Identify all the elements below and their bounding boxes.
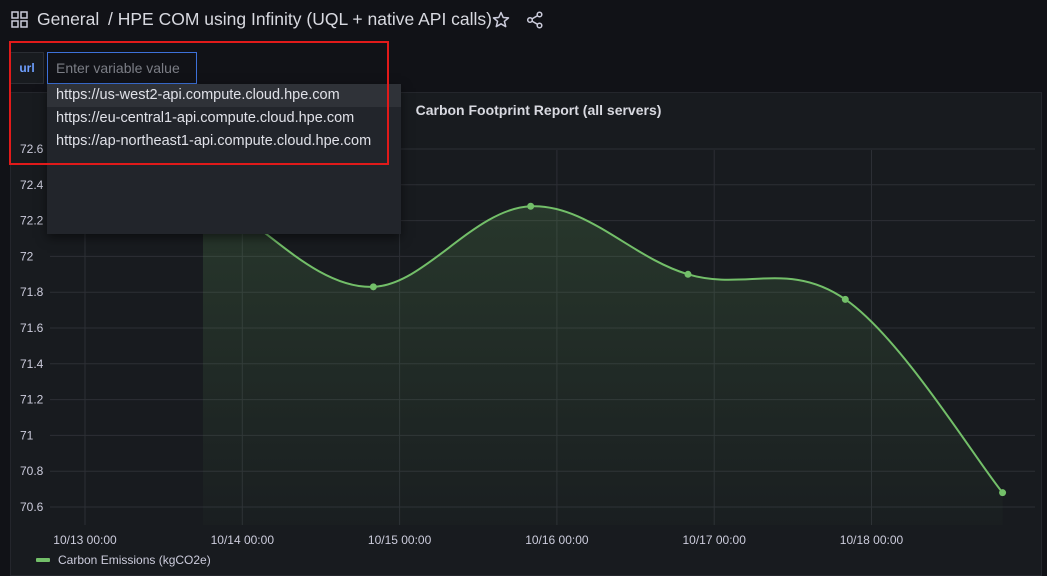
data-point bbox=[369, 283, 377, 291]
data-point bbox=[527, 202, 535, 210]
x-tick-label: 10/16 00:00 bbox=[525, 533, 589, 547]
x-tick-label: 10/15 00:00 bbox=[368, 533, 432, 547]
legend-label: Carbon Emissions (kgCO2e) bbox=[58, 553, 211, 567]
panel-title[interactable]: Carbon Footprint Report (all servers) bbox=[415, 102, 662, 118]
variable-input[interactable] bbox=[47, 52, 197, 84]
y-tick-label: 71 bbox=[20, 428, 34, 442]
y-tick-label: 71.6 bbox=[20, 321, 44, 335]
x-tick-label: 10/14 00:00 bbox=[211, 533, 275, 547]
series-area bbox=[202, 188, 1003, 525]
star-icon[interactable] bbox=[492, 11, 510, 29]
variable-option[interactable]: https://eu-central1-api.compute.cloud.hp… bbox=[56, 110, 355, 126]
data-point bbox=[841, 295, 849, 303]
top-navbar: General / HPE COM using Infinity (UQL + … bbox=[0, 0, 1047, 40]
data-point bbox=[999, 489, 1007, 497]
x-tick-label: 10/17 00:00 bbox=[682, 533, 746, 547]
x-tick-label: 10/18 00:00 bbox=[840, 533, 904, 547]
series-line bbox=[202, 187, 1004, 494]
y-tick-label: 70.6 bbox=[20, 500, 44, 514]
y-tick-label: 70.8 bbox=[20, 464, 44, 478]
variable-option[interactable]: https://ap-northeast1-api.compute.cloud.… bbox=[56, 133, 372, 149]
variable-options-dropdown: https://us-west2-api.compute.cloud.hpe.c… bbox=[47, 84, 401, 234]
x-tick-label: 10/13 00:00 bbox=[53, 533, 117, 547]
y-tick-label: 71.4 bbox=[20, 357, 44, 371]
variable-label: url bbox=[10, 52, 44, 84]
dashboard-title[interactable]: / HPE COM using Infinity (UQL + native A… bbox=[108, 9, 493, 29]
y-tick-label: 71.2 bbox=[20, 393, 44, 407]
y-tick-label: 72.4 bbox=[20, 178, 44, 192]
variable-option[interactable]: https://us-west2-api.compute.cloud.hpe.c… bbox=[47, 84, 401, 107]
breadcrumb-folder[interactable]: General bbox=[37, 9, 100, 29]
apps-grid-icon[interactable] bbox=[11, 11, 28, 28]
y-tick-label: 71.8 bbox=[20, 285, 44, 299]
y-tick-label: 72.6 bbox=[20, 142, 44, 156]
legend-swatch bbox=[36, 558, 50, 562]
chart-legend[interactable]: Carbon Emissions (kgCO2e) bbox=[36, 553, 211, 567]
y-tick-label: 72.2 bbox=[20, 214, 44, 228]
share-icon[interactable] bbox=[526, 11, 544, 29]
y-tick-label: 72 bbox=[20, 249, 34, 263]
data-point bbox=[684, 270, 692, 278]
